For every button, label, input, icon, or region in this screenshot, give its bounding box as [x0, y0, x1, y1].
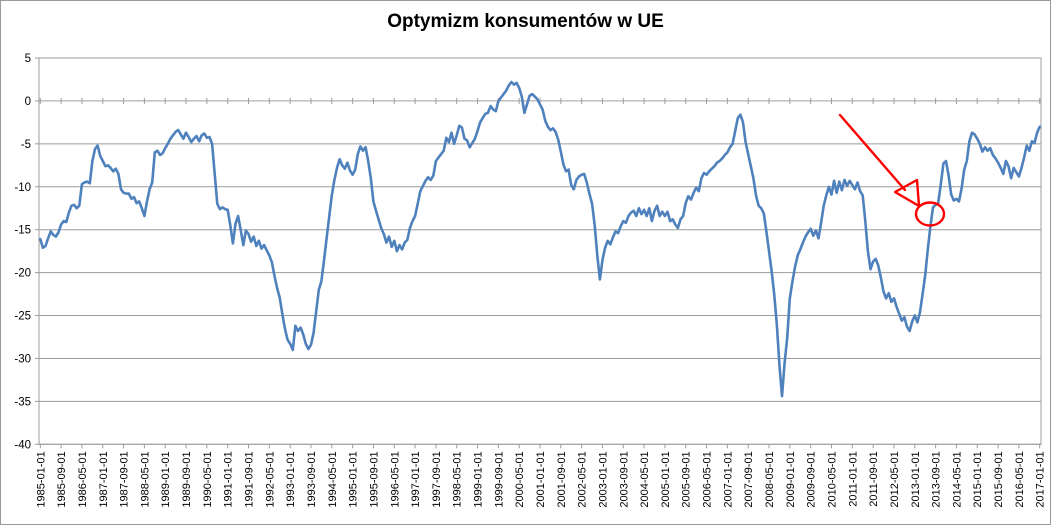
- svg-text:1988-05-01: 1988-05-01: [139, 451, 151, 507]
- svg-text:0: 0: [25, 96, 31, 108]
- chart-title: Optymizm konsumentów w UE: [387, 11, 664, 32]
- svg-text:2016-05-01: 2016-05-01: [1014, 451, 1026, 507]
- x-axis-labels: 1985-01-01 1985-09-01 1986-05-01 1987-01-01…: [35, 451, 1046, 507]
- svg-text:2013-09-01: 2013-09-01: [931, 451, 943, 507]
- svg-text:2003-01-01: 2003-01-01: [597, 451, 609, 507]
- svg-text:1997-01-01: 1997-01-01: [410, 451, 422, 507]
- svg-text:1999-01-01: 1999-01-01: [473, 451, 485, 507]
- svg-text:2001-09-01: 2001-09-01: [556, 451, 568, 507]
- svg-text:2012-05-01: 2012-05-01: [889, 451, 901, 507]
- svg-text:2011-09-01: 2011-09-01: [868, 451, 880, 506]
- svg-text:2004-05-01: 2004-05-01: [639, 451, 651, 507]
- svg-text:2000-05-01: 2000-05-01: [514, 451, 526, 507]
- svg-text:1987-01-01: 1987-01-01: [98, 451, 110, 507]
- svg-text:1996-05-01: 1996-05-01: [389, 451, 401, 507]
- svg-text:2010-05-01: 2010-05-01: [826, 451, 838, 507]
- svg-text:1998-05-01: 1998-05-01: [452, 451, 464, 507]
- svg-text:1985-01-01: 1985-01-01: [35, 451, 47, 507]
- svg-text:1990-05-01: 1990-05-01: [202, 451, 214, 507]
- svg-text:2009-01-01: 2009-01-01: [785, 451, 797, 507]
- gridlines: [39, 57, 1041, 445]
- svg-text:2013-01-01: 2013-01-01: [910, 451, 922, 507]
- svg-text:1991-09-01: 1991-09-01: [244, 451, 256, 507]
- svg-text:-40: -40: [14, 439, 31, 451]
- plot-border: [38, 57, 1042, 445]
- svg-text:-5: -5: [21, 139, 31, 151]
- svg-text:2007-09-01: 2007-09-01: [743, 451, 755, 507]
- svg-text:2005-09-01: 2005-09-01: [681, 451, 693, 507]
- svg-text:-25: -25: [14, 311, 31, 323]
- svg-text:1994-05-01: 1994-05-01: [327, 451, 339, 507]
- svg-text:1986-05-01: 1986-05-01: [77, 451, 89, 507]
- x-axis-ticks: [39, 97, 1041, 449]
- svg-text:1992-05-01: 1992-05-01: [264, 451, 276, 507]
- svg-text:2001-01-01: 2001-01-01: [535, 451, 547, 507]
- svg-text:1999-09-01: 1999-09-01: [493, 451, 505, 507]
- svg-text:1993-09-01: 1993-09-01: [306, 451, 318, 507]
- svg-text:1989-01-01: 1989-01-01: [160, 451, 172, 507]
- svg-text:1993-01-01: 1993-01-01: [285, 451, 297, 507]
- red-circle-annotation: [914, 201, 946, 227]
- svg-text:-30: -30: [14, 353, 31, 365]
- svg-text:2003-09-01: 2003-09-01: [618, 451, 630, 507]
- svg-text:1995-09-01: 1995-09-01: [368, 451, 380, 507]
- svg-text:2014-05-01: 2014-05-01: [951, 451, 963, 507]
- svg-text:2015-09-01: 2015-09-01: [993, 451, 1005, 507]
- svg-text:1995-01-01: 1995-01-01: [348, 451, 360, 507]
- svg-text:1987-09-01: 1987-09-01: [119, 451, 131, 507]
- svg-text:2011-01-01: 2011-01-01: [847, 451, 859, 506]
- svg-text:2015-01-01: 2015-01-01: [972, 451, 984, 507]
- svg-text:-35: -35: [14, 396, 31, 408]
- svg-text:1989-09-01: 1989-09-01: [181, 451, 193, 507]
- svg-text:2005-01-01: 2005-01-01: [660, 451, 672, 507]
- svg-text:-15: -15: [14, 225, 31, 237]
- svg-text:2006-05-01: 2006-05-01: [702, 451, 714, 507]
- svg-text:2002-05-01: 2002-05-01: [577, 451, 589, 507]
- svg-text:2008-05-01: 2008-05-01: [764, 451, 776, 507]
- svg-text:1985-09-01: 1985-09-01: [56, 451, 68, 507]
- svg-text:2007-01-01: 2007-01-01: [722, 451, 734, 507]
- svg-text:1991-01-01: 1991-01-01: [223, 451, 235, 507]
- svg-text:1997-09-01: 1997-09-01: [431, 451, 443, 507]
- y-axis-labels: 5 0 -5 -10 -15 -20 -25 -30 -35 -40: [14, 53, 31, 451]
- svg-text:2017-01-01: 2017-01-01: [1035, 451, 1047, 507]
- svg-text:-10: -10: [14, 182, 31, 194]
- svg-text:5: 5: [25, 53, 31, 65]
- consumer-optimism-line: [38, 80, 1041, 398]
- red-arrow-annotation: [838, 113, 921, 208]
- svg-text:2009-09-01: 2009-09-01: [806, 451, 818, 507]
- svg-text:-20: -20: [14, 268, 31, 280]
- y-axis-ticks: [35, 57, 39, 445]
